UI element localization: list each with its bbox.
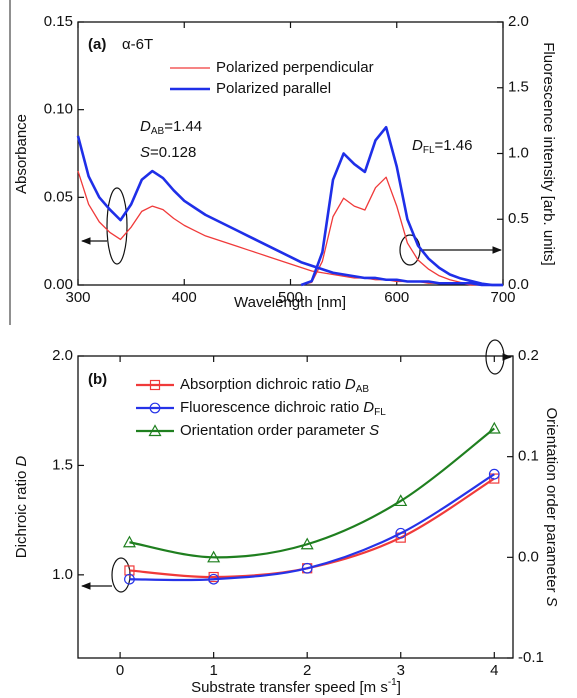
x-tick-label: 3 bbox=[397, 662, 405, 679]
x-axis-label: Substrate transfer speed [m s-1] bbox=[191, 677, 401, 696]
y2-axis-label-part: S bbox=[543, 597, 560, 607]
legend-label: Fluorescence dichroic ratio DFL bbox=[180, 399, 386, 418]
y-tick-label: 1.5 bbox=[52, 456, 73, 473]
annotation: DAB=1.44 bbox=[140, 118, 202, 137]
y2-tick-label: 0.0 bbox=[508, 276, 529, 293]
marker-triangle bbox=[300, 537, 314, 550]
legend-label-part: Polarized parallel bbox=[216, 80, 331, 97]
y-axis-label: Absorbance bbox=[13, 114, 30, 194]
marker-circle bbox=[124, 573, 135, 585]
indicator-ellipse bbox=[485, 339, 505, 375]
marker-circle bbox=[208, 573, 220, 585]
series-line bbox=[129, 427, 495, 559]
annotation-part: S bbox=[140, 144, 150, 161]
legend-label: Polarized parallel bbox=[216, 80, 331, 97]
panel-label: (b) bbox=[88, 371, 107, 388]
x-tick-label: 500 bbox=[278, 289, 303, 306]
y2-tick-label: -0.1 bbox=[518, 649, 544, 666]
y2-axis-label-part: Orientation order parameter bbox=[543, 407, 560, 592]
marker-triangle bbox=[122, 535, 136, 548]
x-tick-label: 700 bbox=[490, 289, 515, 306]
y-axis-label-part: D bbox=[13, 456, 30, 467]
y-axis-label-part: Absorbance bbox=[13, 114, 30, 194]
series-line bbox=[300, 125, 503, 287]
y2-axis-label: Fluorescence intensity [arb. units] bbox=[540, 42, 557, 265]
y-axis-label-part: Dichroic ratio bbox=[13, 471, 30, 559]
annotation-part: AB bbox=[151, 126, 165, 137]
marker-triangle bbox=[394, 494, 408, 507]
legend-label: Polarized perpendicular bbox=[216, 59, 374, 76]
y-tick-label: 0.10 bbox=[44, 101, 73, 118]
y2-tick-label: 2.0 bbox=[508, 13, 529, 30]
y2-tick-label: 0.0 bbox=[518, 548, 539, 565]
plot-frame bbox=[77, 355, 514, 659]
x-axis-label: Wavelength [nm] bbox=[234, 294, 346, 311]
y-tick-label: 1.0 bbox=[52, 566, 73, 583]
y2-tick-label: 0.2 bbox=[518, 347, 539, 364]
marker-square bbox=[149, 379, 161, 391]
legend-label-part: Absorption dichroic ratio bbox=[180, 376, 341, 393]
indicator-ellipse bbox=[399, 234, 421, 266]
series-line bbox=[129, 473, 495, 582]
y2-axis-label: Orientation order parameter S bbox=[543, 407, 560, 606]
legend-label-part: Polarized perpendicular bbox=[216, 59, 374, 76]
marker-circle bbox=[301, 562, 313, 574]
y2-tick-label: 1.0 bbox=[508, 144, 529, 161]
legend-label: Absorption dichroic ratio DAB bbox=[180, 376, 369, 395]
y2-axis-label-part: Fluorescence intensity [arb. units] bbox=[540, 42, 557, 265]
annotation-part: =1.46 bbox=[435, 137, 473, 154]
y-axis-label: Dichroic ratio D bbox=[13, 456, 30, 559]
legend-label-part: Orientation order parameter bbox=[180, 422, 365, 439]
annotation-part: =1.44 bbox=[164, 118, 202, 135]
x-tick-label: 400 bbox=[172, 289, 197, 306]
legend-label-part: D bbox=[345, 376, 356, 393]
compound-label: α-6T bbox=[122, 36, 153, 53]
series-line bbox=[76, 135, 503, 287]
annotation: S=0.128 bbox=[140, 144, 196, 161]
marker-triangle bbox=[207, 550, 221, 563]
legend-label-part: D bbox=[363, 399, 374, 416]
x-axis-label-part: Substrate transfer speed [m s bbox=[191, 679, 388, 696]
y2-tick-label: 0.1 bbox=[518, 448, 539, 465]
marker-triangle bbox=[148, 424, 162, 437]
annotation: DFL=1.46 bbox=[412, 137, 472, 156]
y-tick-label: 0.05 bbox=[44, 188, 73, 205]
x-tick-label: 300 bbox=[65, 289, 90, 306]
x-tick-label: 0 bbox=[116, 662, 124, 679]
x-tick-label: 600 bbox=[384, 289, 409, 306]
marker-circle bbox=[149, 402, 161, 414]
annotation-part: =0.128 bbox=[150, 144, 196, 161]
indicator-ellipse bbox=[106, 187, 128, 265]
series-line bbox=[129, 477, 495, 579]
x-axis-label-part: Wavelength [nm] bbox=[234, 294, 346, 311]
legend-label: Orientation order parameter S bbox=[180, 422, 379, 439]
y2-tick-label: 1.5 bbox=[508, 79, 529, 96]
x-tick-label: 1 bbox=[209, 662, 217, 679]
legend-label-part: Fluorescence dichroic ratio bbox=[180, 399, 359, 416]
marker-circle bbox=[488, 468, 500, 480]
panel-label: (a) bbox=[88, 36, 106, 53]
marker-circle bbox=[395, 527, 407, 539]
legend-label-part: FL bbox=[374, 407, 386, 418]
x-axis-label-part: ] bbox=[397, 679, 401, 696]
legend-label-part: AB bbox=[356, 384, 370, 395]
x-axis-label-part: -1 bbox=[388, 677, 397, 688]
legend-label-part: S bbox=[369, 422, 379, 439]
annotation-part: D bbox=[412, 137, 423, 154]
x-tick-label: 4 bbox=[490, 662, 498, 679]
marker-square bbox=[489, 473, 500, 484]
y-tick-label: 0.15 bbox=[44, 13, 73, 30]
y2-tick-label: 0.5 bbox=[508, 210, 529, 227]
y-tick-label: 2.0 bbox=[52, 347, 73, 364]
annotation-part: D bbox=[140, 118, 151, 135]
marker-triangle bbox=[487, 421, 501, 434]
annotation-part: FL bbox=[423, 145, 435, 156]
x-tick-label: 2 bbox=[303, 662, 311, 679]
y-tick-label: 0.00 bbox=[44, 276, 73, 293]
